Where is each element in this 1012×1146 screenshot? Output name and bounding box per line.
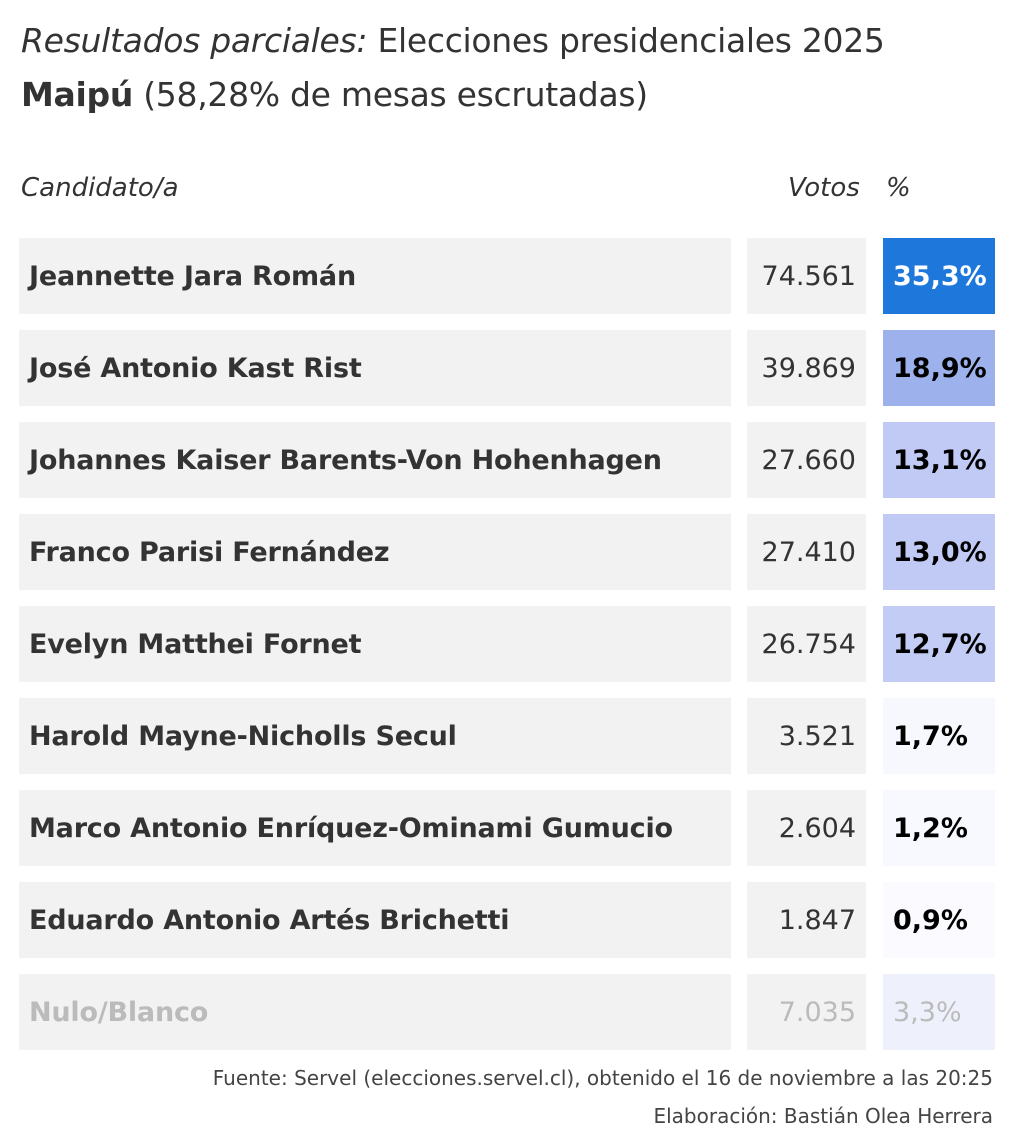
pct-cell: 35,3% — [883, 238, 995, 314]
table-row: Franco Parisi Fernández 27.410 13,0% — [0, 514, 1012, 590]
votes-cell: 2.604 — [747, 790, 866, 866]
table-row: Marco Antonio Enríquez-Ominami Gumucio 2.… — [0, 790, 1012, 866]
pct-cell: 3,3% — [883, 974, 995, 1050]
candidate-name: Johannes Kaiser Barents-Von Hohenhagen — [19, 422, 731, 498]
candidate-name: Harold Mayne-Nicholls Secul — [19, 698, 731, 774]
table-row: Jeannette Jara Román 74.561 35,3% — [0, 238, 1012, 314]
table-row: Nulo/Blanco 7.035 3,3% — [0, 974, 1012, 1050]
votes-cell: 27.410 — [747, 514, 866, 590]
pct-cell: 0,9% — [883, 882, 995, 958]
table-row: Johannes Kaiser Barents-Von Hohenhagen 27… — [0, 422, 1012, 498]
subtitle-rest: (58,28% de mesas escrutadas) — [133, 75, 648, 114]
votes-cell: 74.561 — [747, 238, 866, 314]
header-votes: Votos — [788, 173, 860, 203]
table-row: Eduardo Antonio Artés Brichetti 1.847 0,9% — [0, 882, 1012, 958]
pct-cell: 1,7% — [883, 698, 995, 774]
header-candidate: Candidato/a — [21, 173, 179, 203]
title-rest: Elecciones presidenciales 2025 — [367, 21, 885, 60]
candidate-name: Nulo/Blanco — [19, 974, 731, 1050]
chart-title: Resultados parciales: Elecciones preside… — [21, 18, 885, 64]
table-row: Evelyn Matthei Fornet 26.754 12,7% — [0, 606, 1012, 682]
pct-cell: 13,1% — [883, 422, 995, 498]
candidate-name: José Antonio Kast Rist — [19, 330, 731, 406]
candidate-name: Eduardo Antonio Artés Brichetti — [19, 882, 731, 958]
pct-cell: 13,0% — [883, 514, 995, 590]
pct-cell: 12,7% — [883, 606, 995, 682]
votes-cell: 7.035 — [747, 974, 866, 1050]
votes-cell: 39.869 — [747, 330, 866, 406]
table-row: Harold Mayne-Nicholls Secul 3.521 1,7% — [0, 698, 1012, 774]
candidate-name: Evelyn Matthei Fornet — [19, 606, 731, 682]
candidate-name: Marco Antonio Enríquez-Ominami Gumucio — [19, 790, 731, 866]
votes-cell: 3.521 — [747, 698, 866, 774]
votes-cell: 26.754 — [747, 606, 866, 682]
pct-cell: 18,9% — [883, 330, 995, 406]
votes-cell: 27.660 — [747, 422, 866, 498]
candidate-name: Franco Parisi Fernández — [19, 514, 731, 590]
source-note: Fuente: Servel (elecciones.servel.cl), o… — [212, 1066, 993, 1090]
commune-name: Maipú — [21, 75, 134, 114]
table-row: José Antonio Kast Rist 39.869 18,9% — [0, 330, 1012, 406]
pct-cell: 1,2% — [883, 790, 995, 866]
votes-cell: 1.847 — [747, 882, 866, 958]
candidate-name: Jeannette Jara Román — [19, 238, 731, 314]
credit-note: Elaboración: Bastián Olea Herrera — [653, 1104, 993, 1128]
title-italic: Resultados parciales: — [21, 21, 368, 60]
header-pct: % — [886, 173, 911, 203]
chart-subtitle: Maipú (58,28% de mesas escrutadas) — [21, 72, 648, 118]
